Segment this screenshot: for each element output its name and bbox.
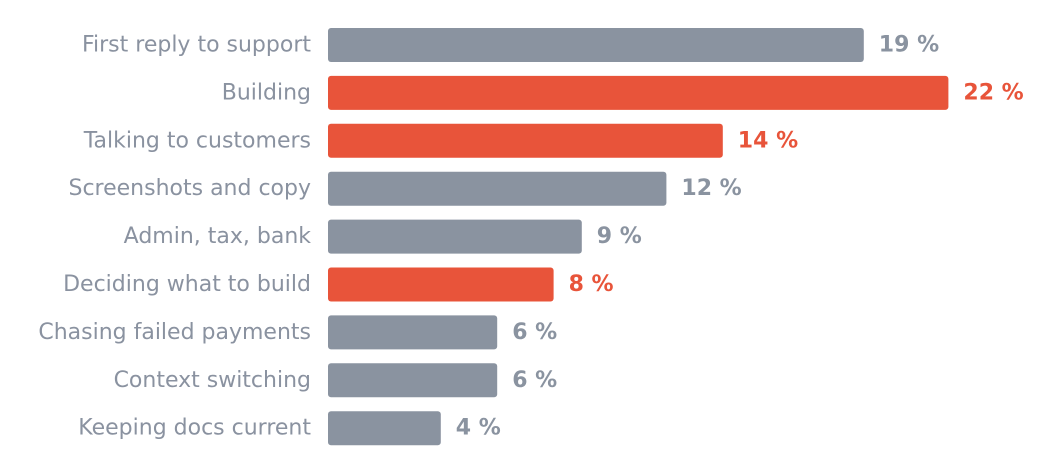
bar bbox=[328, 363, 498, 398]
category-label: Admin, tax, bank bbox=[124, 224, 312, 249]
category-label: Context switching bbox=[114, 368, 311, 393]
bar bbox=[328, 219, 582, 254]
category-label: Chasing failed payments bbox=[38, 320, 311, 345]
value-label: 6 % bbox=[512, 320, 557, 345]
bar bbox=[328, 315, 498, 350]
value-label: 4 % bbox=[456, 416, 501, 441]
value-label: 9 % bbox=[597, 224, 642, 249]
bar bbox=[328, 171, 667, 206]
highlighted-bar bbox=[328, 75, 949, 110]
highlighted-bar bbox=[328, 267, 554, 302]
value-label: 6 % bbox=[512, 368, 557, 393]
bar bbox=[328, 411, 441, 446]
category-label: Screenshots and copy bbox=[68, 176, 311, 201]
category-label: Talking to customers bbox=[83, 128, 311, 153]
highlighted-bar bbox=[328, 123, 723, 158]
value-label: 12 % bbox=[681, 176, 741, 201]
category-label: Deciding what to build bbox=[63, 272, 311, 297]
category-label: Keeping docs current bbox=[78, 416, 311, 441]
category-label: First reply to support bbox=[82, 33, 311, 58]
value-label: 22 % bbox=[963, 80, 1023, 105]
value-label: 19 % bbox=[879, 33, 939, 58]
category-label: Building bbox=[222, 80, 311, 105]
value-label: 8 % bbox=[569, 272, 614, 297]
value-label: 14 % bbox=[738, 128, 798, 153]
bar bbox=[328, 28, 864, 62]
